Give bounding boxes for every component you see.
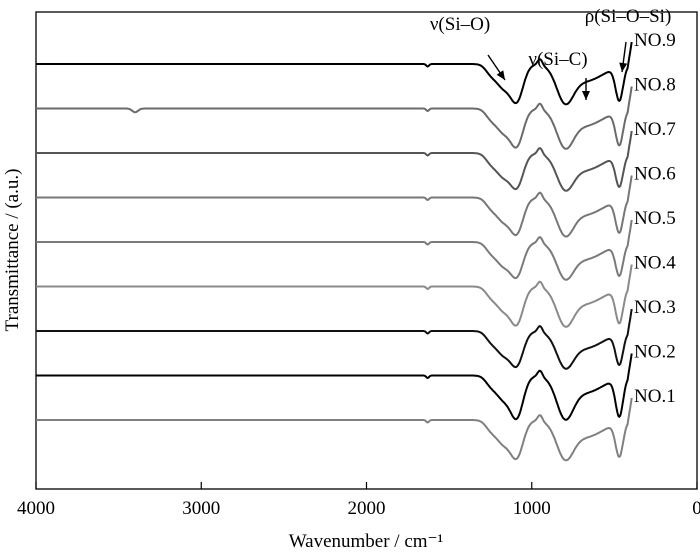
series-label: NO.7: [634, 119, 676, 140]
series-label: NO.5: [634, 208, 676, 229]
series-line: [35, 264, 633, 328]
series-line: [35, 397, 633, 462]
series-line: [35, 130, 633, 192]
annotation-arrow-head: [619, 62, 628, 72]
annotation-label: ν(Si–C): [528, 49, 587, 70]
x-tick-label: 1000: [513, 498, 551, 519]
series-label: NO.9: [634, 30, 676, 51]
series-label: NO.1: [634, 386, 676, 407]
series-line: [35, 175, 633, 238]
series-line: [35, 308, 633, 370]
series-line: [35, 86, 633, 150]
annotation-arrow-head: [496, 70, 505, 80]
x-tick-label: 3000: [182, 498, 220, 519]
x-axis-label: Wavenumber / cm⁻¹: [289, 531, 444, 552]
annotations: ν(Si–O) ν(Si–C) ρ(Si–O–Si): [430, 6, 671, 100]
annotation-label: ν(Si–O): [430, 14, 490, 35]
series-label: NO.3: [634, 297, 676, 318]
x-tick-label: 4000: [17, 498, 55, 519]
series-label: NO.8: [634, 75, 676, 96]
series-line: [35, 219, 633, 281]
annotation-label: ρ(Si–O–Si): [585, 6, 672, 27]
series-label: NO.6: [634, 164, 676, 185]
series-line: [35, 41, 633, 106]
series-line: [35, 353, 633, 421]
x-axis-ticks: 4000 3000 2000 1000 0: [17, 482, 700, 519]
plot-frame: [35, 11, 698, 490]
annotation-arrow-head: [582, 91, 590, 100]
series-layer: [35, 41, 633, 462]
series-labels: NO.9 NO.8 NO.7 NO.6 NO.5 NO.4 NO.3 NO.2 NO.1: [634, 30, 676, 407]
x-tick-label: 0: [692, 498, 700, 519]
series-label: NO.2: [634, 342, 676, 363]
y-axis-label: Transmittance / (a.u.): [2, 169, 23, 332]
x-tick-label: 2000: [348, 498, 386, 519]
series-label: NO.4: [634, 253, 676, 274]
